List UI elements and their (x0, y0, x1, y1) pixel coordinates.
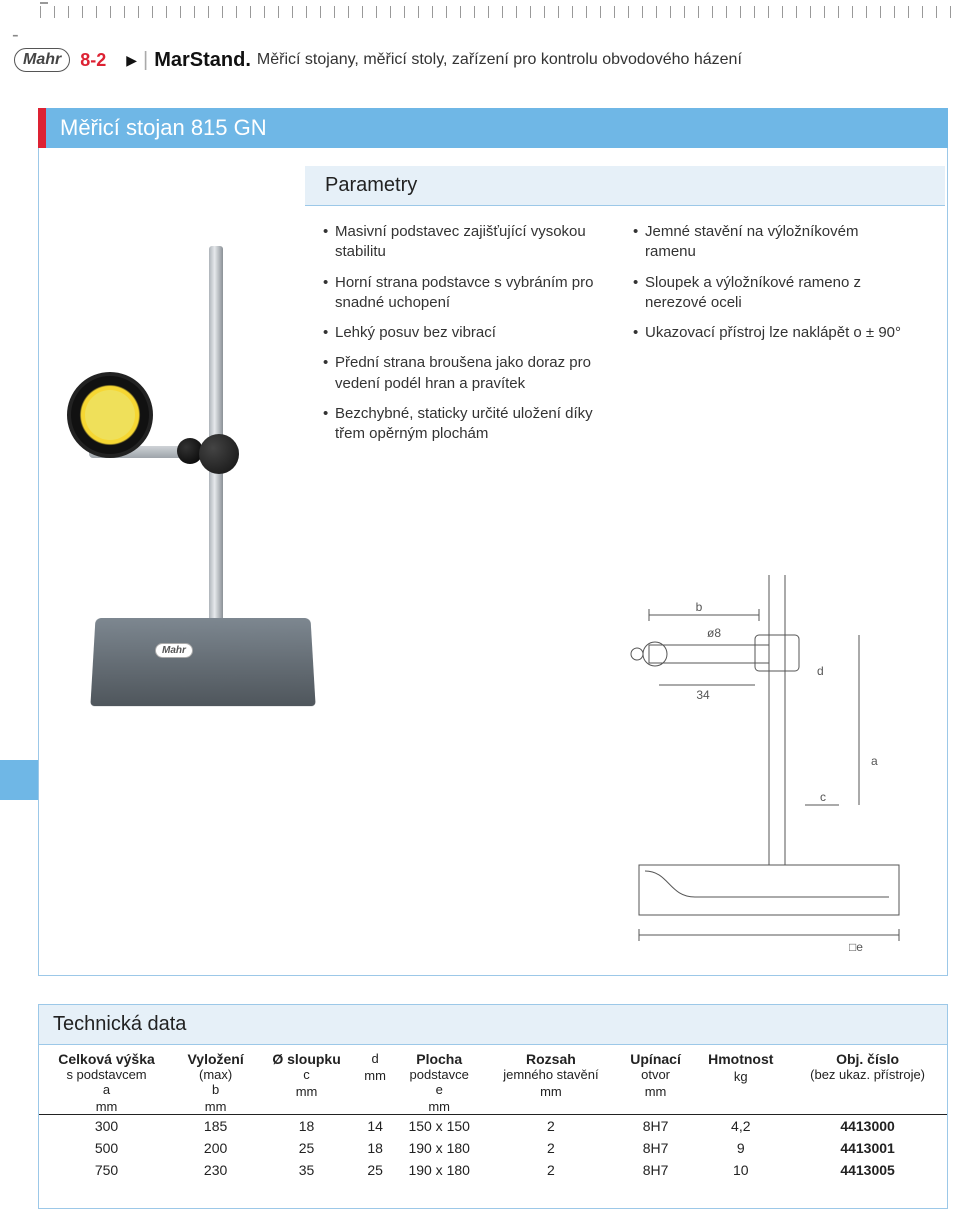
section-title: Měřicí stojan 815 GN (46, 108, 948, 148)
table-col-header: Obj. číslo(bez ukaz. přístroje) (788, 1045, 947, 1115)
feature-item: Horní strana podstavce s vybráním pro sn… (323, 273, 603, 314)
table-cell: 8H7 (618, 1137, 694, 1159)
table-cell: 4413001 (788, 1137, 947, 1159)
table-row: 3001851814150 x 15028H74,24413000 (39, 1115, 947, 1138)
table-col-header: Ø sloupkucmm (257, 1045, 356, 1115)
feature-item: Jemné stavění na výložníkovém ramenu (633, 222, 913, 263)
table-cell: 2 (484, 1115, 618, 1138)
table-cell: 25 (257, 1137, 356, 1159)
mahr-logo: Mahr (14, 48, 70, 72)
table-col-header: Celková výškas podstavcemamm (39, 1045, 174, 1115)
table-cell: 150 x 150 (394, 1115, 484, 1138)
table-cell: 2 (484, 1159, 618, 1181)
table-cell: 8H7 (618, 1159, 694, 1181)
tech-data-panel: Technická data Celková výškas podstavcem… (38, 1004, 948, 1209)
table-cell: 10 (693, 1159, 788, 1181)
dim-sqe: □e (849, 940, 863, 954)
triangle-icon: ▶ (126, 52, 137, 69)
side-tab (0, 760, 38, 800)
product-photo: Mahr (59, 186, 339, 706)
technical-drawing: b ø8 34 c d a □e (559, 575, 929, 955)
table-cell: 2 (484, 1137, 618, 1159)
table-cell: 4413000 (788, 1115, 947, 1138)
page-header: Mahr 8-2 ▶ | MarStand. Měřicí stojany, m… (0, 40, 960, 80)
table-cell: 190 x 180 (394, 1159, 484, 1181)
accent-red (38, 108, 46, 148)
table-cell: 18 (257, 1115, 356, 1138)
dim-phi8: ø8 (707, 626, 721, 640)
table-cell: 185 (174, 1115, 257, 1138)
content-panel: Parametry Masivní podstavec zajišťující … (38, 148, 948, 976)
features-right: Jemné stavění na výložníkovém ramenu Slou… (633, 222, 913, 454)
table-cell: 35 (257, 1159, 356, 1181)
table-row: 5002002518190 x 18028H794413001 (39, 1137, 947, 1159)
table-cell: 300 (39, 1115, 174, 1138)
table-cell: 25 (356, 1159, 394, 1181)
features: Masivní podstavec zajišťující vysokou st… (323, 222, 927, 454)
table-cell: 8H7 (618, 1115, 694, 1138)
tech-table: Celková výškas podstavcemammVyložení(max… (39, 1045, 947, 1181)
table-col-header: dmm (356, 1045, 394, 1115)
table-cell: 230 (174, 1159, 257, 1181)
table-cell: 200 (174, 1137, 257, 1159)
feature-item: Masivní podstavec zajišťující vysokou st… (323, 222, 603, 263)
table-cell: 750 (39, 1159, 174, 1181)
features-left: Masivní podstavec zajišťující vysokou st… (323, 222, 603, 454)
table-col-header: Hmotnostkg (693, 1045, 788, 1115)
dial-indicator (67, 372, 153, 458)
table-col-header: Upínacíotvormm (618, 1045, 694, 1115)
dim-d: d (817, 664, 824, 678)
table-col-header: Plochapodstavceemm (394, 1045, 484, 1115)
feature-item: Bezchybné, staticky určité uložení díky … (323, 404, 603, 445)
table-cell: 9 (693, 1137, 788, 1159)
table-cell: 4,2 (693, 1115, 788, 1138)
adjust-knob (199, 434, 239, 474)
table-cell: 190 x 180 (394, 1137, 484, 1159)
table-cell: 18 (356, 1137, 394, 1159)
divider: | (143, 49, 148, 72)
table-cell: 4413005 (788, 1159, 947, 1181)
base-logo: Mahr (155, 643, 193, 658)
parametry-heading: Parametry (305, 166, 945, 206)
ruler-top (40, 0, 960, 24)
feature-item: Přední strana broušena jako doraz pro ve… (323, 353, 603, 394)
section-title-bar: Měřicí stojan 815 GN (38, 108, 948, 148)
dim-a: a (871, 754, 878, 768)
table-col-header: Vyložení(max)bmm (174, 1045, 257, 1115)
tech-data-heading: Technická data (39, 1005, 947, 1045)
dim-b: b (696, 600, 703, 614)
dim-c: c (820, 790, 826, 804)
table-cell: 14 (356, 1115, 394, 1138)
table-cell: 500 (39, 1137, 174, 1159)
dim-34: 34 (696, 688, 710, 702)
subtitle: Měřicí stojany, měřicí stoly, zařízení p… (257, 51, 742, 69)
page-number: 8-2 (80, 50, 106, 71)
table-row: 7502303525190 x 18028H7104413005 (39, 1159, 947, 1181)
base (90, 618, 315, 706)
table-col-header: Rozsahjemného stavěnímm (484, 1045, 618, 1115)
feature-item: Sloupek a výložníkové rameno z nerezové … (633, 273, 913, 314)
feature-item: Lehký posuv bez vibrací (323, 323, 603, 343)
feature-item: Ukazovací přístroj lze naklápět o ± 90° (633, 323, 913, 343)
brand-name: MarStand. (154, 49, 251, 72)
